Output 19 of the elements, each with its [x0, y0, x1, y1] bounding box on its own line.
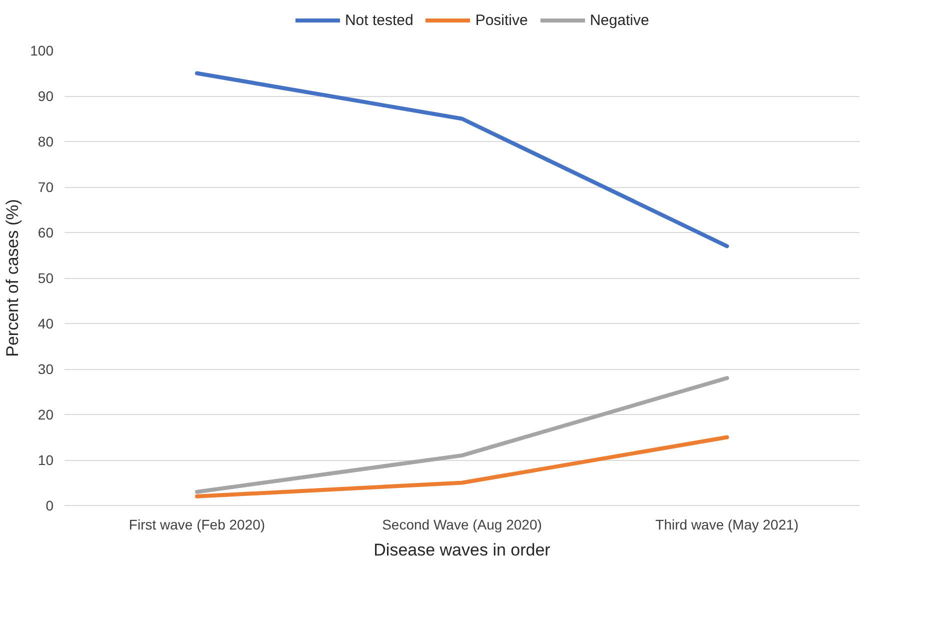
x-tick-label: First wave (Feb 2020)	[128, 516, 266, 532]
y-tick-label: 50	[38, 270, 54, 286]
y-tick-label: 80	[38, 134, 54, 150]
x-axis-title: Disease waves in order	[374, 540, 551, 560]
x-tick-label: Third wave (May 2021)	[655, 516, 799, 532]
y-tick-label: 40	[38, 316, 54, 332]
legend-label: Positive	[475, 12, 528, 28]
y-tick-label: 0	[46, 498, 54, 514]
y-tick-label: 20	[38, 406, 54, 422]
y-tick-label: 90	[38, 88, 54, 104]
y-axis-title: Percent of cases (%)	[3, 199, 22, 357]
x-tick-label: Second Wave (Aug 2020)	[382, 516, 542, 532]
legend-label: Negative	[590, 12, 650, 28]
y-tick-label: 100	[30, 42, 54, 58]
y-tick-label: 10	[38, 452, 54, 468]
y-tick-label: 30	[38, 361, 54, 377]
y-tick-label: 70	[38, 179, 54, 195]
legend-label: Not tested	[344, 12, 414, 28]
y-tick-label: 60	[38, 224, 54, 240]
